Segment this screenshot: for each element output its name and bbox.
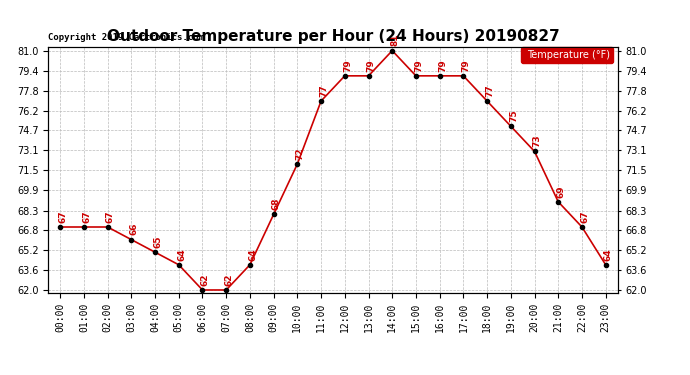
- Text: 79: 79: [462, 59, 471, 72]
- Text: 79: 79: [438, 59, 447, 72]
- Text: 65: 65: [153, 236, 162, 248]
- Text: 64: 64: [248, 248, 257, 261]
- Text: 79: 79: [343, 59, 352, 72]
- Text: 67: 67: [82, 210, 91, 223]
- Text: 69: 69: [557, 185, 566, 198]
- Text: 77: 77: [485, 84, 494, 97]
- Text: 75: 75: [509, 110, 518, 122]
- Text: 67: 67: [580, 210, 589, 223]
- Text: 62: 62: [201, 273, 210, 286]
- Text: 77: 77: [319, 84, 328, 97]
- Text: 79: 79: [414, 59, 423, 72]
- Text: 64: 64: [604, 248, 613, 261]
- Text: Copyright 2019 Cartronics.com: Copyright 2019 Cartronics.com: [48, 33, 204, 42]
- Text: 81: 81: [391, 34, 400, 46]
- Text: 72: 72: [295, 147, 304, 160]
- Text: 79: 79: [367, 59, 376, 72]
- Text: 62: 62: [224, 273, 233, 286]
- Text: 66: 66: [130, 223, 139, 236]
- Text: 64: 64: [177, 248, 186, 261]
- Text: 73: 73: [533, 135, 542, 147]
- Text: 68: 68: [272, 198, 281, 210]
- Text: 67: 67: [106, 210, 115, 223]
- Legend: Temperature (°F): Temperature (°F): [521, 47, 613, 63]
- Text: 67: 67: [59, 210, 68, 223]
- Title: Outdoor Temperature per Hour (24 Hours) 20190827: Outdoor Temperature per Hour (24 Hours) …: [106, 29, 560, 44]
